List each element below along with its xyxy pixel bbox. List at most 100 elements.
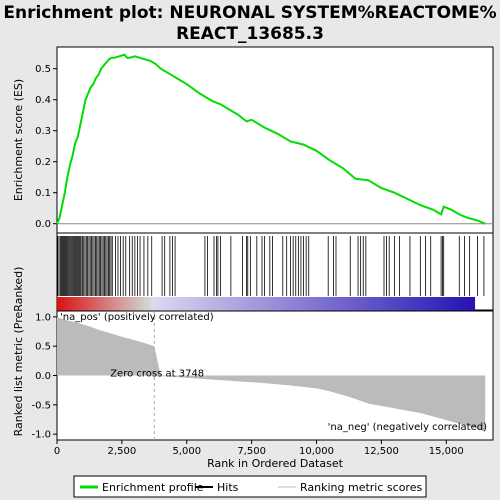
metric-xtick-label: 5,000 — [172, 446, 201, 457]
rank-colorbar-segment — [317, 297, 322, 311]
metric-ytick-label: -1.0 — [31, 430, 51, 441]
rank-colorbar-segment — [432, 297, 437, 311]
rank-colorbar-segment — [81, 297, 86, 311]
es-ylabel: Enrichment score (ES) — [12, 79, 25, 201]
rank-colorbar-segment — [255, 297, 260, 311]
rank-colorbar-segment — [74, 297, 79, 311]
rank-colorbar-segment — [272, 297, 277, 311]
rank-colorbar-segment — [164, 297, 169, 311]
legend-label: Ranking metric scores — [300, 481, 422, 494]
rank-colorbar-segment — [161, 297, 166, 311]
rank-colorbar-segment — [147, 297, 152, 311]
rank-colorbar-segment — [206, 297, 211, 311]
es-ytick-label: 0.0 — [35, 219, 51, 230]
metric-ytick-label: 0.0 — [35, 371, 51, 382]
rank-colorbar-segment — [112, 297, 117, 311]
metric-ylabel: Ranked list metric (PreRanked) — [12, 267, 25, 437]
rank-colorbar-segment — [418, 297, 423, 311]
rank-colorbar-segment — [457, 297, 462, 311]
rank-colorbar-segment — [203, 297, 208, 311]
rank-colorbar-segment — [380, 297, 385, 311]
rank-colorbar-segment — [384, 297, 389, 311]
hits-panel — [56, 232, 494, 311]
chart-title-line-1: Enrichment plot: NEURONAL SYSTEM%REACTOM… — [3, 3, 497, 23]
rank-colorbar-segment — [425, 297, 430, 311]
rank-colorbar-segment — [359, 297, 364, 311]
rank-colorbar-segment — [105, 297, 110, 311]
rank-colorbar-segment — [363, 297, 368, 311]
rank-colorbar-segment — [464, 297, 469, 311]
es-ytick-label: 0.3 — [35, 126, 51, 137]
legend-label: Enrichment profile — [102, 481, 204, 494]
rank-colorbar-segment — [230, 297, 235, 311]
rank-colorbar-segment — [248, 297, 253, 311]
rank-colorbar-segment — [210, 297, 215, 311]
rank-colorbar-segment — [182, 297, 187, 311]
es-ytick-label: 0.2 — [35, 157, 51, 168]
rank-colorbar-segment — [227, 297, 232, 311]
rank-colorbar-segment — [408, 297, 413, 311]
rank-colorbar-segment — [140, 297, 145, 311]
rank-colorbar-segment — [199, 297, 204, 311]
rank-colorbar-segment — [422, 297, 427, 311]
rank-colorbar-segment — [349, 297, 354, 311]
rank-colorbar-segment — [443, 297, 448, 311]
rank-colorbar-segment — [276, 297, 281, 311]
rank-colorbar-segment — [109, 297, 114, 311]
ranking-metric-area — [57, 316, 486, 432]
metric-ytick-label: 0.5 — [35, 342, 51, 353]
pos-label: 'na_pos' (positively correlated) — [60, 312, 214, 323]
rank-colorbar-segment — [370, 297, 375, 311]
rank-colorbar-segment — [286, 297, 291, 311]
rank-colorbar-segment — [258, 297, 263, 311]
es-panel: 0.0 0.1 0.2 0.3 0.4 0.5 Enrichment score (ES) — [12, 46, 494, 234]
rank-colorbar-segment — [471, 297, 476, 311]
rank-colorbar-segment — [328, 297, 333, 311]
rank-colorbar-segment — [345, 297, 350, 311]
rank-colorbar-segment — [331, 297, 336, 311]
rank-colorbar-segment — [237, 297, 242, 311]
rank-colorbar-segment — [307, 297, 312, 311]
rank-colorbar-segment — [429, 297, 434, 311]
rank-colorbar-segment — [439, 297, 444, 311]
rank-colorbar-segment — [154, 297, 159, 311]
rank-colorbar-segment — [436, 297, 441, 311]
rank-colorbar-segment — [150, 297, 155, 311]
metric-xtick-label: 7,500 — [237, 446, 266, 457]
rank-colorbar-segment — [244, 297, 249, 311]
rank-colorbar-segment — [460, 297, 465, 311]
rank-colorbar-segment — [102, 297, 107, 311]
rank-colorbar-segment — [324, 297, 329, 311]
rank-colorbar-segment — [234, 297, 239, 311]
metric-panel: -1.0 -0.5 0.0 0.5 1.0 0 2,500 5,000 7,500 10,000 1… — [12, 267, 494, 470]
rank-colorbar-segment — [189, 297, 194, 311]
metric-xtick-label: 15,000 — [429, 446, 464, 457]
rank-colorbar-segment — [373, 297, 378, 311]
rank-colorbar-segment — [157, 297, 162, 311]
rank-colorbar-segment — [269, 297, 274, 311]
rank-colorbar-segment — [60, 297, 65, 311]
rank-colorbar-segment — [123, 297, 128, 311]
rank-colorbar-segment — [404, 297, 409, 311]
rank-colorbar-segment — [196, 297, 201, 311]
rank-colorbar-segment — [91, 297, 96, 311]
rank-colorbar-segment — [314, 297, 319, 311]
rank-colorbar-segment — [57, 297, 62, 311]
es-ytick-label: 0.4 — [35, 95, 51, 106]
rank-colorbar-segment — [63, 297, 69, 311]
es-ytick-label: 0.5 — [35, 64, 51, 75]
es-ytick-label: 0.1 — [35, 188, 51, 199]
rank-colorbar-segment — [251, 297, 256, 311]
rank-colorbar-segment — [185, 297, 190, 311]
rank-colorbar-segment — [77, 297, 82, 311]
rank-colorbar-segment — [241, 297, 246, 311]
legend-box — [73, 475, 427, 498]
rank-colorbar-segment — [356, 297, 361, 311]
rank-colorbar-segment — [220, 297, 225, 311]
rank-colorbar-segment — [143, 297, 149, 311]
rank-colorbar-segment — [467, 297, 472, 311]
metric-xtick-label: 2,500 — [108, 446, 137, 457]
rank-colorbar-segment — [98, 297, 103, 311]
rank-colorbar-segment — [446, 297, 451, 311]
rank-colorbar-segment — [175, 297, 180, 311]
